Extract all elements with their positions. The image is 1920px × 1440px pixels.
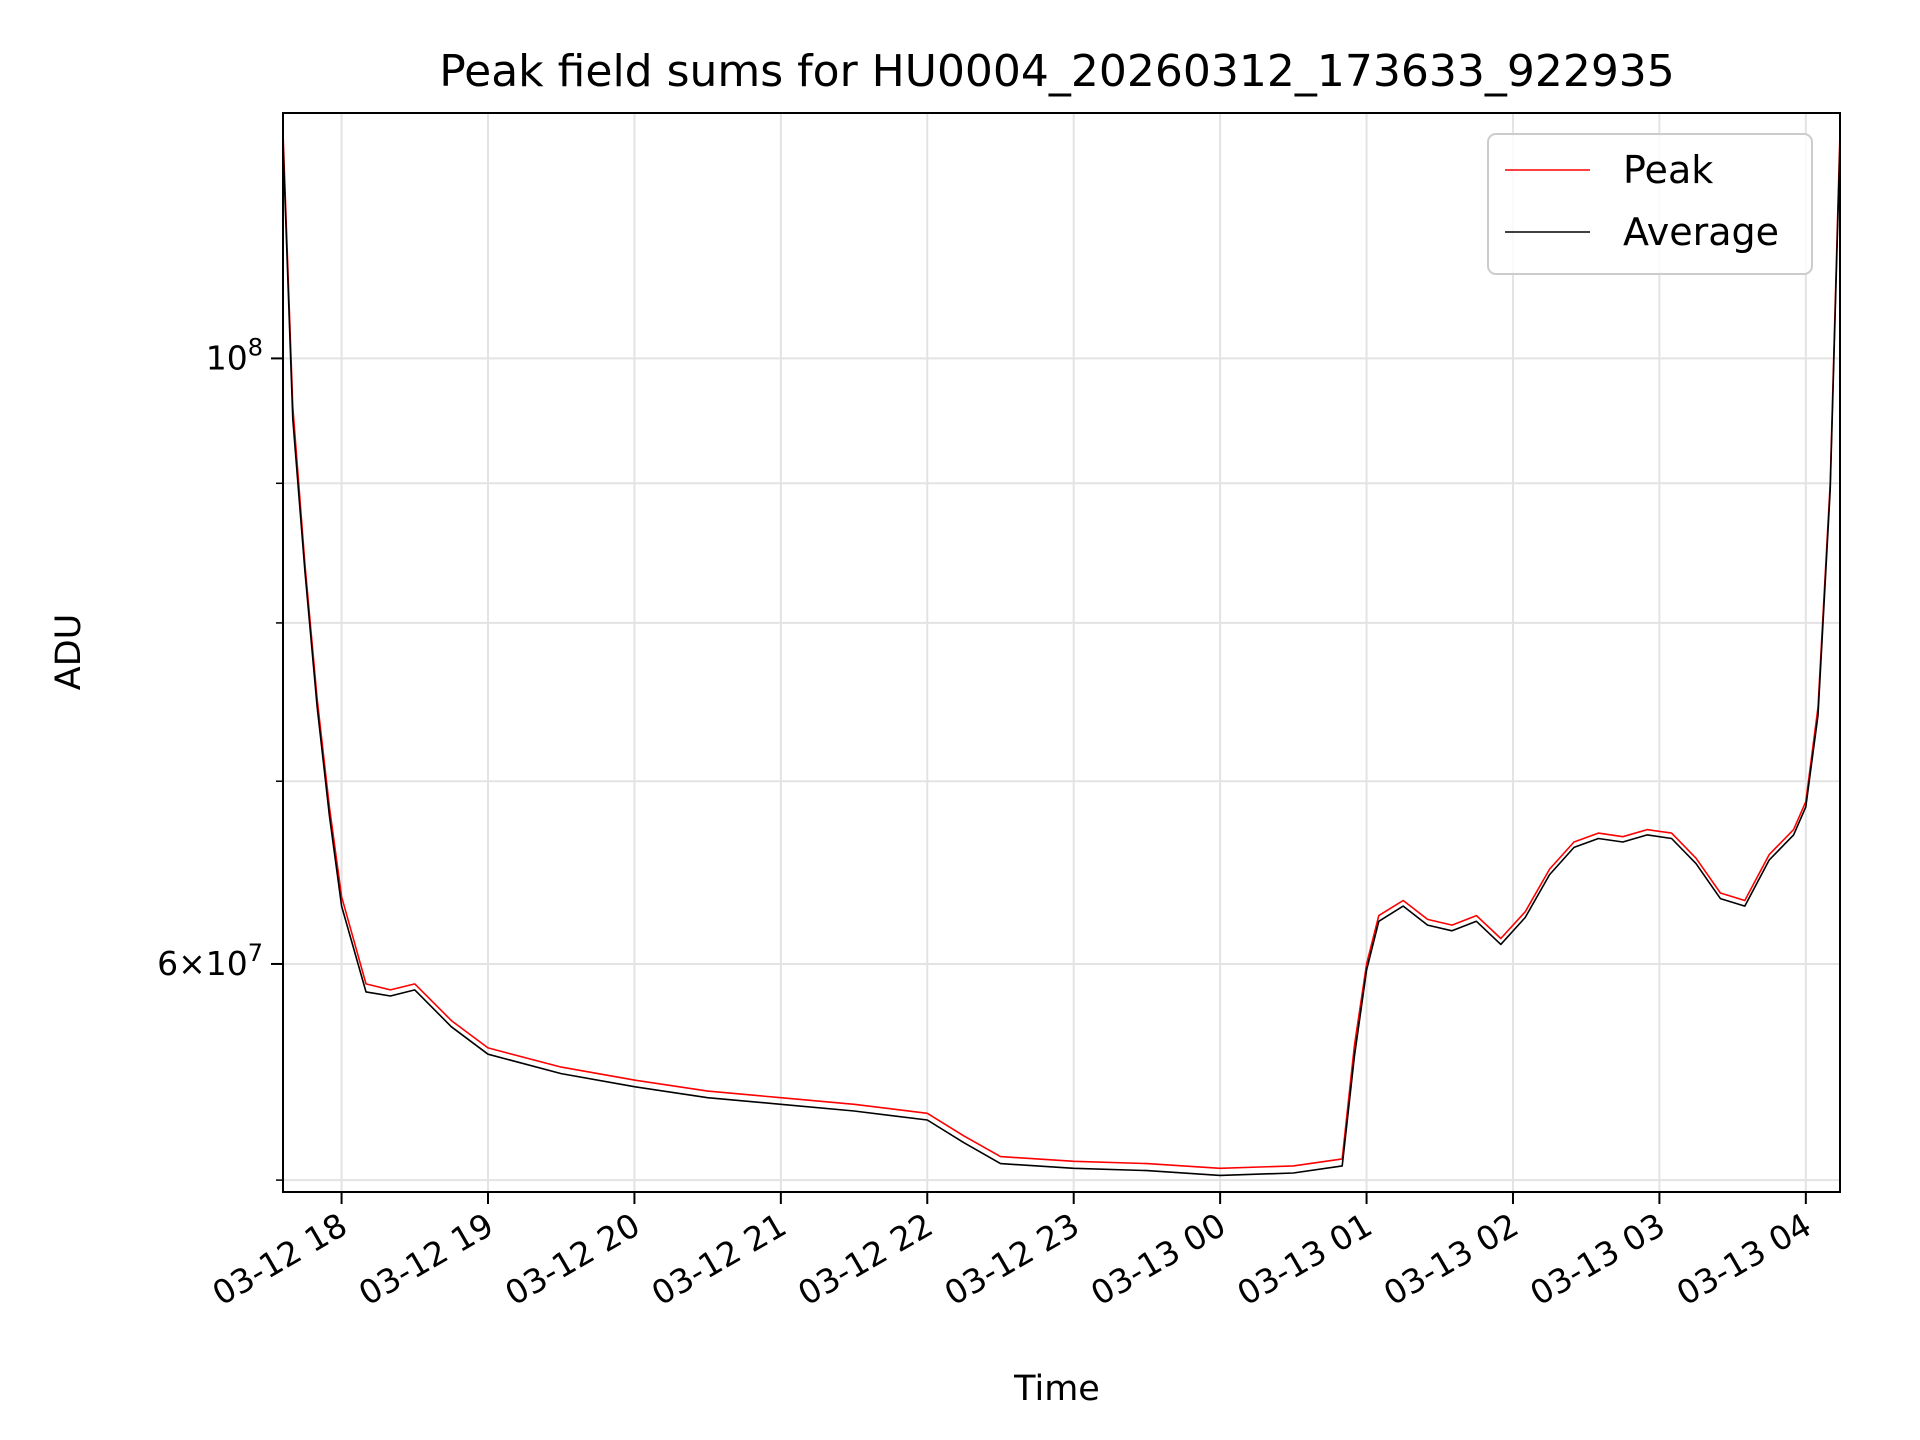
y-tick-times: × [178, 944, 206, 983]
y-tick-exponent: 8 [248, 333, 263, 361]
series-line-average [282, 142, 1841, 1177]
legend-box [1487, 133, 1813, 275]
legend-label-peak: Peak [1623, 148, 1713, 192]
y-tick-label: 108 [206, 333, 263, 377]
grid-lines [283, 113, 1840, 1192]
plot-lines [282, 132, 1841, 1177]
y-tick-base: 10 [206, 338, 248, 377]
y-tick-label: 6×107 [157, 939, 263, 983]
y-axis-title: ADU [49, 614, 89, 691]
y-tick-exponent: 7 [248, 939, 263, 967]
plot-frame [282, 112, 1841, 1193]
chart-title: Peak field sums for HU0004_20260312_1736… [439, 46, 1675, 97]
x-axis-title: Time [1013, 1369, 1100, 1409]
y-tick-base: 10 [206, 944, 248, 983]
legend: Peak Average [1487, 133, 1813, 275]
series-line-peak [282, 132, 1841, 1170]
y-tick-mantissa: 6 [157, 944, 178, 983]
legend-label-average: Average [1623, 210, 1779, 254]
